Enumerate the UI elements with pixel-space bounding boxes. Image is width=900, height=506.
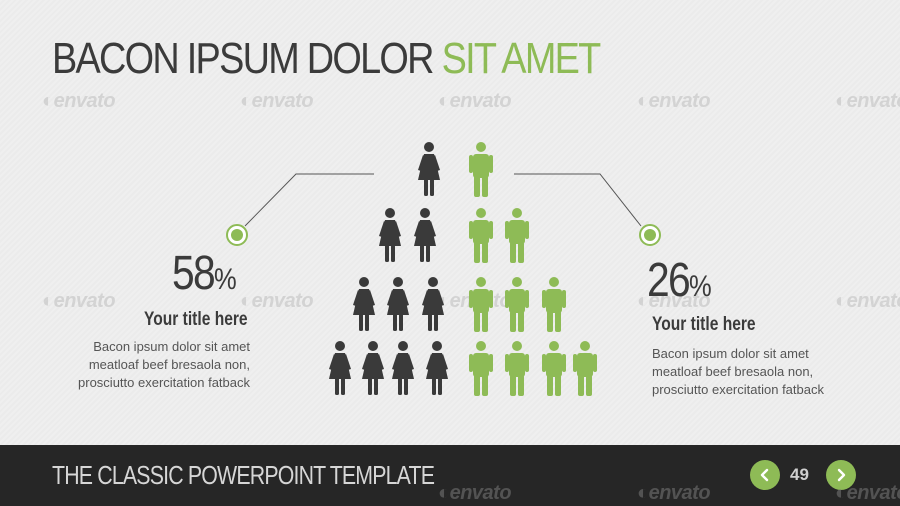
female-person-icon	[418, 142, 440, 196]
title-accent: SIT AMET	[441, 34, 602, 83]
watermark-text: ◐envato	[438, 90, 512, 112]
watermark-text: ◐envato	[637, 290, 711, 312]
watermark-text: ◐envato	[240, 290, 314, 312]
male-person-icon	[542, 341, 566, 396]
male-person-icon	[469, 341, 493, 396]
stat-right-body: Bacon ipsum dolor sit amet meatloaf beef…	[652, 345, 824, 399]
female-person-icon	[329, 341, 351, 395]
page-number: 49	[790, 465, 809, 484]
marker-left-icon	[226, 224, 248, 246]
watermark-text: ◐envato	[637, 90, 711, 112]
female-person-icon	[387, 277, 409, 331]
stat-right-line: meatloaf beef bresaola non,	[652, 364, 814, 379]
male-person-icon	[469, 277, 493, 332]
watermark-text: ◐envato	[42, 90, 116, 112]
male-person-icon	[573, 341, 597, 396]
slide-title: BACON IPSUM DOLOR SIT AMET	[52, 34, 602, 84]
watermark-text: ◐envato	[835, 482, 900, 504]
male-person-icon	[469, 208, 493, 263]
title-main: BACON IPSUM DOLOR	[52, 34, 434, 83]
male-person-icon	[505, 341, 529, 396]
stat-left: 58%	[172, 246, 246, 301]
stat-left-body: Bacon ipsum dolor sit amet meatloaf beef…	[67, 338, 250, 392]
stat-right-value: 26%	[647, 253, 712, 308]
chevron-right-icon	[837, 468, 846, 482]
stat-right: 26%	[647, 253, 721, 308]
female-person-icon	[379, 208, 401, 262]
stat-left-unit: %	[213, 263, 237, 296]
stat-right-number: 26	[647, 254, 691, 307]
stat-left-subtitle: Your title here	[144, 309, 248, 330]
female-person-icon	[414, 208, 436, 262]
stat-left-line: prosciutto exercitation fatback	[78, 375, 250, 390]
watermark-text: ◐envato	[835, 290, 900, 312]
stat-left-line: Bacon ipsum dolor sit amet	[93, 339, 250, 354]
stat-left-number: 58	[172, 247, 216, 300]
stat-right-line: Bacon ipsum dolor sit amet	[652, 346, 809, 361]
prev-slide-button[interactable]	[750, 460, 780, 490]
female-person-icon	[353, 277, 375, 331]
watermark-text: ◐envato	[835, 90, 900, 112]
stat-right-unit: %	[688, 270, 712, 303]
watermark-text: ◐envato	[240, 90, 314, 112]
footer-title: THE CLASSIC POWERPOINT TEMPLATE	[52, 460, 435, 490]
pyramid-infographic	[226, 142, 661, 396]
people-group	[329, 142, 597, 396]
connector-left	[244, 173, 374, 227]
next-slide-button[interactable]	[826, 460, 856, 490]
connector-right	[514, 173, 642, 227]
watermark-text: ◐envato	[438, 482, 512, 504]
female-person-icon	[392, 341, 414, 395]
male-person-icon	[542, 277, 566, 332]
female-person-icon	[422, 277, 444, 331]
male-person-icon	[505, 208, 529, 263]
slide-canvas: BACON IPSUM DOLOR SIT AMET ◐envato ◐envat…	[0, 0, 900, 445]
stat-left-line: meatloaf beef bresaola non,	[88, 357, 250, 372]
stat-right-line: prosciutto exercitation fatback	[652, 382, 824, 397]
watermark-text: ◐envato	[637, 482, 711, 504]
stat-right-subtitle: Your title here	[652, 314, 756, 335]
stat-left-value: 58%	[172, 246, 237, 301]
watermark-text: ◐envato	[42, 290, 116, 312]
male-person-icon	[505, 277, 529, 332]
chevron-left-icon	[760, 468, 769, 482]
female-person-icon	[362, 341, 384, 395]
marker-right-icon	[639, 224, 661, 246]
male-person-icon	[469, 142, 493, 197]
footer-bar: THE CLASSIC POWERPOINT TEMPLATE 49	[0, 445, 900, 506]
female-person-icon	[426, 341, 448, 395]
